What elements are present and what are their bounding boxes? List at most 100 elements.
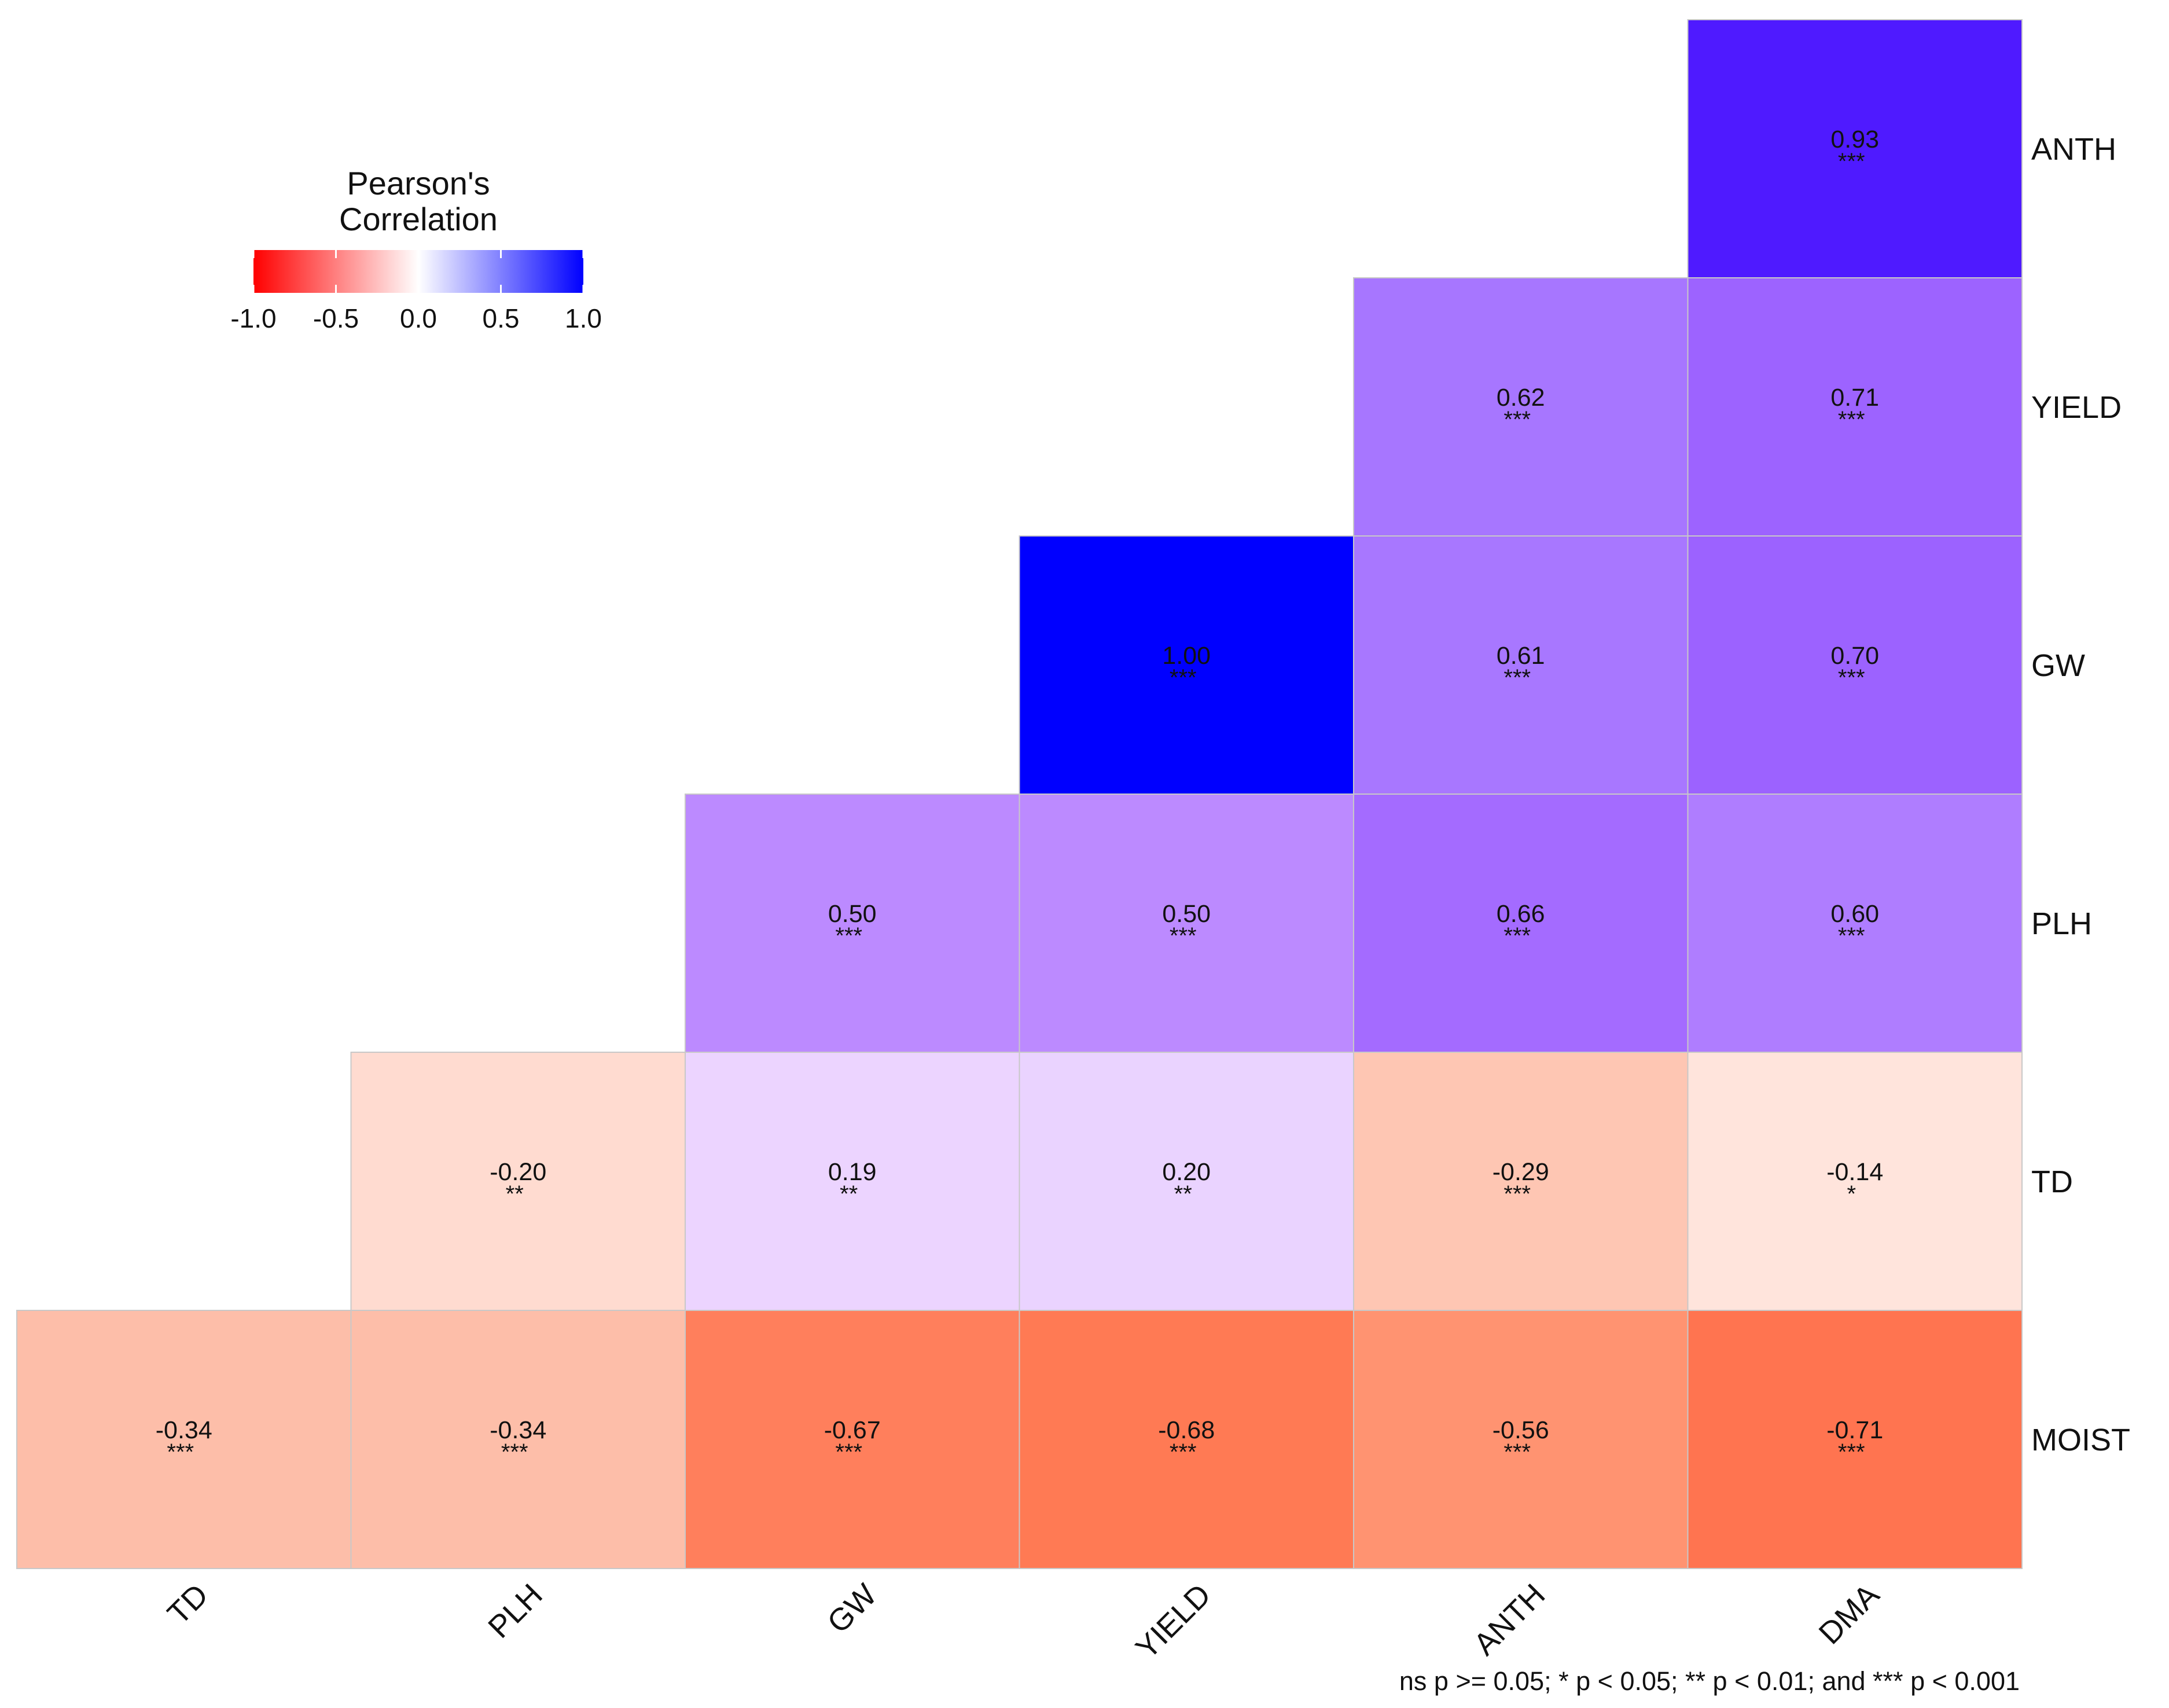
y-axis-label: YIELD (2031, 390, 2122, 425)
cell-value-label: -0.56 (1492, 1416, 1549, 1444)
cell-value-label: 0.20 (1162, 1158, 1211, 1186)
cell-significance-label: *** (835, 1439, 862, 1465)
heatmap-cell-rect (1687, 277, 2023, 537)
cell-value-label: 0.19 (828, 1158, 877, 1186)
cell-value-label: -0.67 (824, 1416, 881, 1444)
cell-value-label: -0.34 (156, 1416, 212, 1444)
x-axis-label: YIELD (1129, 1577, 1218, 1666)
heatmap-cell: 1.00*** (1019, 535, 1354, 795)
heatmap-cell: 0.93*** (1687, 19, 2023, 278)
legend-tick-label: 1.0 (565, 303, 602, 333)
x-axis-label: ANTH (1467, 1577, 1552, 1662)
heatmap-cell: -0.67*** (685, 1310, 1020, 1569)
x-axis-label: DMA (1813, 1577, 1886, 1651)
heatmap-cell-rect (1019, 535, 1354, 795)
cell-value-label: -0.29 (1492, 1158, 1549, 1186)
cell-value-label: -0.34 (490, 1416, 546, 1444)
cell-significance-label: *** (1170, 665, 1197, 690)
cell-significance-label: *** (1170, 1439, 1197, 1465)
y-axis-labels: ANTH YIELD GW PLH TD MOIST (2031, 132, 2130, 1457)
heatmap-cell-rect (1019, 794, 1354, 1053)
heatmap-cell-rect (1353, 1052, 1689, 1311)
legend-title-line1: Pearson's (347, 165, 490, 201)
cell-significance-label: *** (1503, 1439, 1531, 1465)
heatmap-cell-rect (1019, 1310, 1354, 1569)
y-axis-label: PLH (2031, 906, 2092, 941)
heatmap-cell-rect (1019, 1052, 1354, 1311)
cell-significance-label: *** (835, 923, 862, 949)
heatmap-cell: -0.20** (350, 1052, 686, 1311)
cell-value-label: 0.71 (1830, 384, 1879, 412)
cell-significance-label: * (1847, 1181, 1856, 1207)
x-axis-label: TD (161, 1577, 215, 1631)
significance-caption: ns p >= 0.05; * p < 0.05; ** p < 0.01; a… (1399, 1666, 2020, 1696)
heatmap-cell-rect (1353, 277, 1689, 537)
heatmap-cell: 0.71*** (1687, 277, 2023, 537)
heatmap-cell: -0.56*** (1353, 1310, 1689, 1569)
cell-significance-label: *** (1838, 407, 1865, 432)
heatmap-cell: -0.14* (1687, 1052, 2023, 1311)
cell-significance-label: *** (1503, 923, 1531, 949)
y-axis-label: GW (2031, 648, 2085, 683)
heatmap-cell: 0.60*** (1687, 794, 2023, 1053)
cell-significance-label: *** (1838, 1439, 1865, 1465)
cell-significance-label: *** (1838, 149, 1865, 174)
y-axis-label: MOIST (2031, 1423, 2130, 1457)
heatmap-cell: 0.62*** (1353, 277, 1689, 537)
heatmap-cell-rect (16, 1310, 352, 1569)
heatmap-cell-rect (1353, 1310, 1689, 1569)
cell-significance-label: ** (840, 1181, 858, 1207)
cell-value-label: 0.93 (1830, 126, 1879, 153)
cell-significance-label: *** (1838, 923, 1865, 949)
x-axis-labels: TD PLH GW YIELD ANTH DMA (161, 1577, 1886, 1666)
heatmap-cell-rect (1687, 535, 2023, 795)
cell-value-label: 0.50 (1162, 900, 1211, 928)
heatmap-cell-rect (1687, 1310, 2023, 1569)
heatmap-cell: -0.68*** (1019, 1310, 1354, 1569)
cell-significance-label: *** (501, 1439, 528, 1465)
cell-value-label: 0.50 (828, 900, 877, 928)
heatmap-cell: 0.20** (1019, 1052, 1354, 1311)
cell-value-label: 0.70 (1830, 642, 1879, 670)
cell-value-label: 0.61 (1497, 642, 1545, 670)
heatmap-cell: 0.66*** (1353, 794, 1689, 1053)
cell-significance-label: *** (167, 1439, 194, 1465)
heatmap-cell: -0.34*** (350, 1310, 686, 1569)
cell-value-label: -0.71 (1826, 1416, 1883, 1444)
x-axis-label: PLH (481, 1577, 549, 1645)
heatmap-cells: 0.93***0.62***0.71***1.00***0.61***0.70*… (16, 19, 2023, 1569)
cell-value-label: -0.68 (1158, 1416, 1215, 1444)
y-axis-label: TD (2031, 1165, 2073, 1199)
cell-value-label: 1.00 (1162, 642, 1211, 670)
legend-ticks: -1.0 -0.5 0.0 0.5 1.0 (230, 250, 602, 333)
heatmap-cell-rect (350, 1310, 686, 1569)
heatmap-cell: -0.71*** (1687, 1310, 2023, 1569)
cell-significance-label: ** (506, 1181, 524, 1207)
heatmap-cell-rect (685, 1052, 1020, 1311)
heatmap-cell: 0.50*** (1019, 794, 1354, 1053)
heatmap-cell-rect (1353, 535, 1689, 795)
heatmap-cell-rect (350, 1052, 686, 1311)
heatmap-cell: -0.34*** (16, 1310, 352, 1569)
heatmap-cell: 0.50*** (685, 794, 1020, 1053)
heatmap-cell: 0.70*** (1687, 535, 2023, 795)
legend-tick-label: 0.5 (483, 303, 520, 333)
heatmap-cell-rect (1687, 794, 2023, 1053)
y-axis-label: ANTH (2031, 132, 2116, 167)
cell-significance-label: *** (1503, 665, 1531, 690)
legend-tick-label: -0.5 (313, 303, 359, 333)
cell-value-label: 0.66 (1497, 900, 1545, 928)
cell-value-label: -0.14 (1826, 1158, 1883, 1186)
legend-tick-label: 0.0 (400, 303, 437, 333)
cell-significance-label: *** (1838, 665, 1865, 690)
cell-significance-label: ** (1174, 1181, 1192, 1207)
cell-significance-label: *** (1170, 923, 1197, 949)
heatmap-cell: 0.61*** (1353, 535, 1689, 795)
heatmap-cell: 0.19** (685, 1052, 1020, 1311)
heatmap-cell-rect (685, 794, 1020, 1053)
x-axis-label: GW (821, 1577, 883, 1640)
cell-value-label: -0.20 (490, 1158, 546, 1186)
legend-tick-label: -1.0 (230, 303, 276, 333)
cell-value-label: 0.62 (1497, 384, 1545, 412)
